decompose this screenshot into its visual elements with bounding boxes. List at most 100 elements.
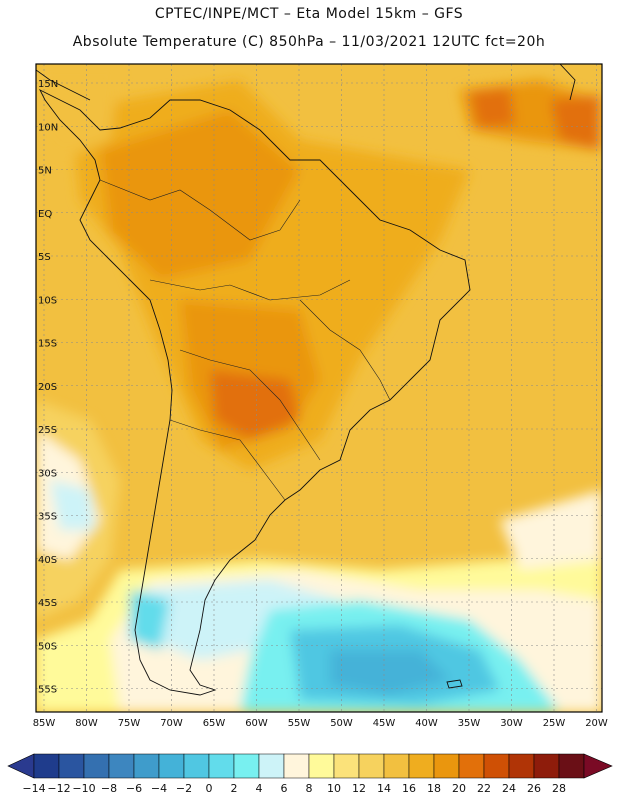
lat-label: 5N [38,166,52,177]
colorbar-cell [233,753,260,779]
central-america-coast [36,69,91,101]
colorbar-cell [108,753,135,779]
colorbar-label: 28 [552,782,566,795]
map-frame [35,63,603,713]
colorbar-label: 2 [230,782,238,795]
lat-label: 10N [38,122,58,133]
lon-label: 20W [585,718,608,729]
caribbean-islands [559,64,576,101]
colorbar-cell [208,753,235,779]
lon-label: 60W [245,718,268,729]
colorbar-label: 24 [502,782,516,795]
field-pacific-north [40,64,120,160]
lon-label: 50W [330,718,353,729]
colorbar-cell [383,753,410,779]
colorbar [7,753,613,779]
colorbar-cell [458,753,485,779]
colorbar-cell [483,753,510,779]
border-mid [149,279,351,301]
colorbar-cell [83,753,110,779]
colorbar-label: 8 [305,782,313,795]
colorbar-label: −2 [175,782,193,795]
colorbar-cell [158,753,185,779]
colorbar-cell [433,753,460,779]
border-south [179,349,321,461]
colorbar-label: −6 [125,782,143,795]
colorbar-label: 22 [477,782,491,795]
map-subtitle: Absolute Temperature (C) 850hPa – 11/03/… [72,34,546,50]
lon-label: 55W [288,718,311,729]
field-hot-spot-ne [470,88,515,128]
colorbar-cell [308,753,335,779]
colorbar-cell [33,753,60,779]
lat-label: 45S [38,598,57,609]
lat-label: 50S [38,641,57,652]
border-argentina [169,419,286,501]
longitude-labels: 85W 80W 75W 70W 65W 60W 55W 50W 45W 40W 35W 30W 25W 2… [33,718,608,729]
field-atlantic-coldest [330,650,450,695]
colorbar-label: 26 [527,782,541,795]
colorbar-cell [508,753,535,779]
colorbar-cell [133,753,160,779]
colorbar-cell [283,753,310,779]
lon-label: 45W [373,718,396,729]
falkland-islands [446,679,463,689]
colorbar-cell [533,753,560,779]
coastlines [36,64,576,696]
colorbar-cell [358,753,385,779]
lat-label: 15N [38,79,58,90]
lon-label: 25W [543,718,566,729]
lat-label: 55S [38,685,57,696]
lat-label: 30S [38,468,57,479]
colorbar-label: −12 [47,782,71,795]
field-atlantic-east-mild [500,490,602,570]
lon-label: 80W [75,718,98,729]
colorbar-cell [258,753,285,779]
lon-label: 85W [33,718,56,729]
colorbar-cell [183,753,210,779]
colorbar-label: 18 [427,782,441,795]
lon-label: 65W [203,718,226,729]
colorbar-label: 16 [402,782,416,795]
colorbar-cell [558,753,585,779]
lat-label: EQ [38,209,52,220]
colorbar-label: 12 [352,782,366,795]
latitude-labels: 15N 10N 5N EQ 5S 10S 15S 20S 25S 30S 35S 40S 45S 50S 5… [38,79,58,696]
lat-label: 35S [38,512,57,523]
graticule [36,64,602,712]
field-hot-north [100,110,300,280]
colorbar-label: 14 [377,782,391,795]
lon-label: 75W [118,718,141,729]
colorbar-label: 6 [280,782,288,795]
lat-label: 25S [38,425,57,436]
country-borders [99,179,391,501]
lat-label: 20S [38,382,57,393]
colorbar-cell [58,753,85,779]
colorbar-label: 20 [452,782,466,795]
colorbar-label: −14 [22,782,46,795]
colorbar-label: 10 [327,782,341,795]
lon-label: 30W [500,718,523,729]
border-brazil-states [299,299,391,401]
lon-label: 35W [458,718,481,729]
field-pacific-cold [50,480,95,530]
lon-label: 40W [415,718,438,729]
temperature-field: 15N 10N 5N EQ 5S 10S 15S 20S 25S 30S 35S 40S 45S 50S 5… [36,64,602,712]
colorbar-cell [333,753,360,779]
colorbar-label: −8 [100,782,118,795]
colorbar-cell [408,753,435,779]
colorbar-label: 0 [205,782,213,795]
lon-label: 70W [160,718,183,729]
border-north [99,179,301,241]
field-hottest-center [210,370,300,440]
colorbar-label: −4 [150,782,168,795]
field-andes-cold [130,590,170,650]
colorbar-left-arrow [7,753,35,779]
colorbar-label: 4 [255,782,263,795]
south-america-outline [38,88,471,696]
lat-label: 10S [38,295,57,306]
lat-label: 5S [38,252,51,263]
colorbar-label: −10 [72,782,96,795]
map-title: CPTEC/INPE/MCT – Eta Model 15km – GFS [154,6,464,22]
